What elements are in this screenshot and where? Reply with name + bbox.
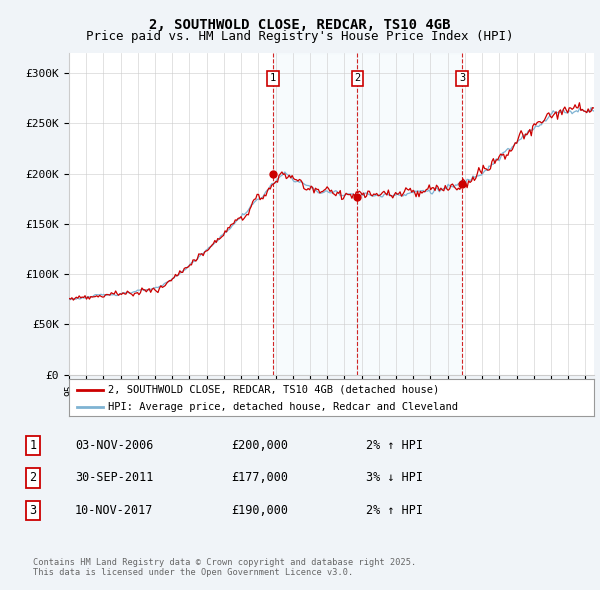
Text: Price paid vs. HM Land Registry's House Price Index (HPI): Price paid vs. HM Land Registry's House … [86,30,514,43]
Text: 2: 2 [29,471,37,484]
Text: 2, SOUTHWOLD CLOSE, REDCAR, TS10 4GB (detached house): 2, SOUTHWOLD CLOSE, REDCAR, TS10 4GB (de… [109,385,440,395]
Bar [358,53,462,375]
Text: 2% ↑ HPI: 2% ↑ HPI [366,439,423,452]
Text: 1: 1 [269,73,276,83]
Text: £200,000: £200,000 [231,439,288,452]
Text: 3: 3 [29,504,37,517]
Text: 1: 1 [29,439,37,452]
Bar [273,53,358,375]
Text: £177,000: £177,000 [231,471,288,484]
Text: 3: 3 [459,73,465,83]
Text: 10-NOV-2017: 10-NOV-2017 [75,504,154,517]
Text: 2% ↑ HPI: 2% ↑ HPI [366,504,423,517]
Text: 30-SEP-2011: 30-SEP-2011 [75,471,154,484]
Text: Contains HM Land Registry data © Crown copyright and database right 2025.
This d: Contains HM Land Registry data © Crown c… [33,558,416,577]
Text: £190,000: £190,000 [231,504,288,517]
Text: HPI: Average price, detached house, Redcar and Cleveland: HPI: Average price, detached house, Redc… [109,402,458,412]
Text: 03-NOV-2006: 03-NOV-2006 [75,439,154,452]
Text: 3% ↓ HPI: 3% ↓ HPI [366,471,423,484]
Text: 2, SOUTHWOLD CLOSE, REDCAR, TS10 4GB: 2, SOUTHWOLD CLOSE, REDCAR, TS10 4GB [149,18,451,32]
Text: 2: 2 [354,73,361,83]
